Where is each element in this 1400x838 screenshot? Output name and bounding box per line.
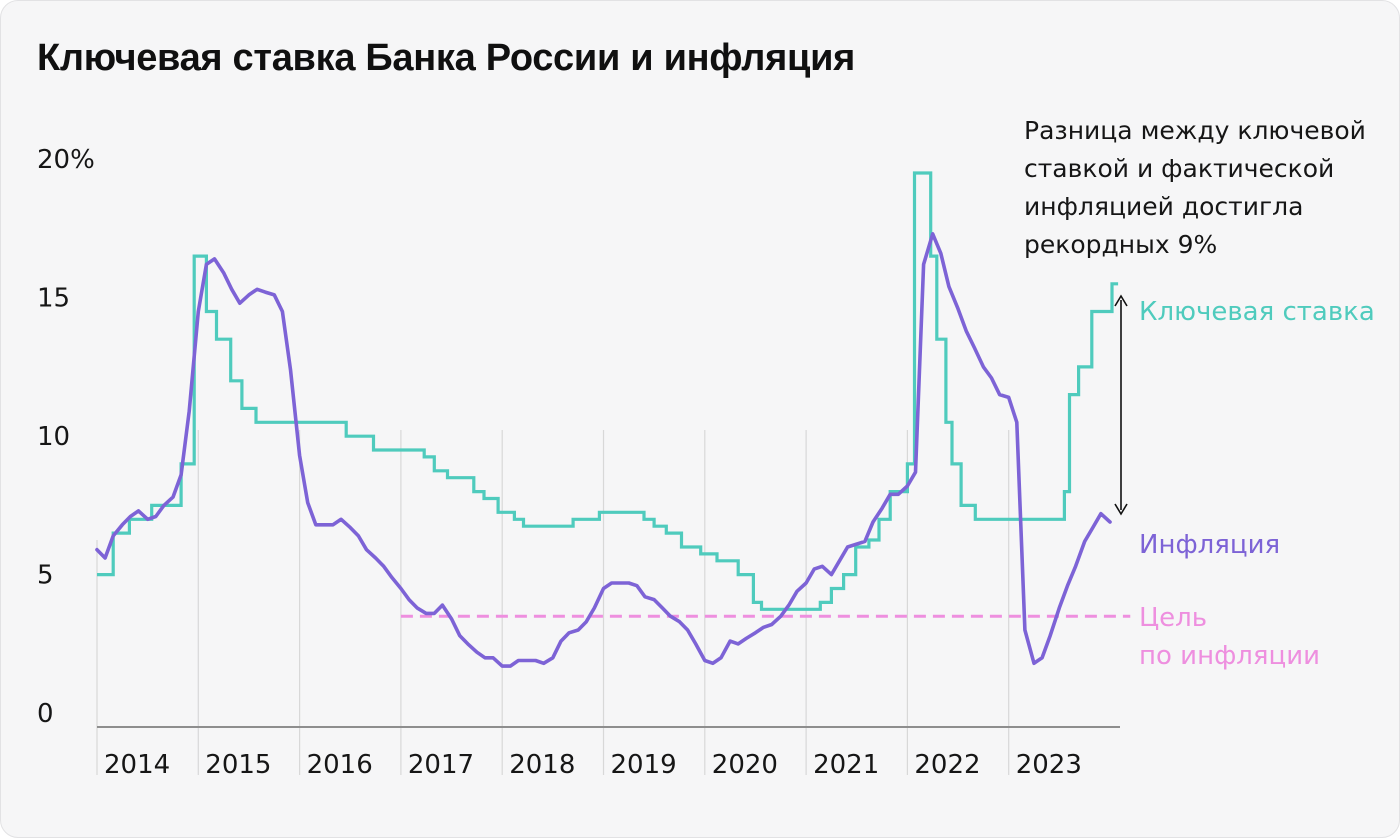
x-tick-label: 2017: [408, 750, 474, 780]
gap-arrow-head-down: [1114, 503, 1128, 516]
x-tick-label: 2019: [611, 750, 677, 780]
inflation-target-label: Цель: [1139, 603, 1207, 633]
annotation-text: рекордных 9%: [1024, 230, 1217, 259]
x-tick-label: 2020: [712, 750, 778, 780]
x-tick-label: 2016: [307, 750, 373, 780]
y-tick-label: 0: [37, 699, 54, 729]
annotation-layer: Разница между ключевой ставкой и фактичес…: [1024, 116, 1366, 516]
inflation-line: [95, 232, 1112, 668]
annotation-text: Разница между ключевой: [1024, 116, 1366, 145]
gap-arrow-head-up: [1114, 294, 1128, 307]
inflation-target-label: по инфляции: [1139, 641, 1320, 671]
annotation-text: ставкой и фактической: [1024, 154, 1334, 183]
page-title: Ключевая ставка Банка России и инфляция: [37, 37, 856, 79]
annotation-text: инфляцией достигла: [1024, 192, 1303, 221]
inflation-label: Инфляция: [1139, 530, 1280, 560]
grid-layer: [96, 430, 1010, 775]
x-tick-label: 2018: [509, 750, 575, 780]
key-rate-label: Ключевая ставка: [1139, 297, 1375, 327]
y-tick-label: 15: [37, 284, 70, 314]
label-layer: 2014 2015 2016 2017 2018 2019 2020 2021 2022 2023…: [37, 145, 1375, 780]
x-tick-label: 2021: [813, 750, 879, 780]
y-tick-label: 5: [37, 561, 54, 591]
series-layer: [95, 171, 1119, 668]
key-rate-line: [97, 171, 1119, 611]
y-tick-label: 10: [37, 422, 70, 452]
y-tick-label: 20%: [37, 145, 95, 175]
x-tick-label: 2022: [914, 750, 980, 780]
x-tick-label: 2015: [205, 750, 271, 780]
x-tick-label: 2014: [104, 750, 170, 780]
x-tick-label: 2023: [1016, 750, 1082, 780]
